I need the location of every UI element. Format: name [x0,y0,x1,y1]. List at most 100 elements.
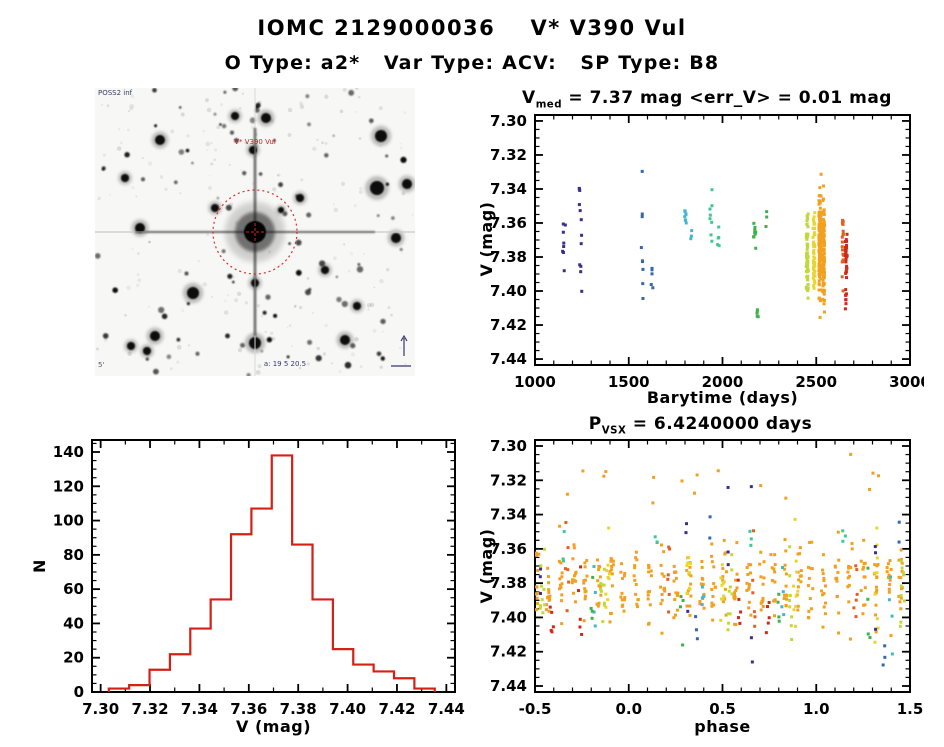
data-point [846,576,850,580]
data-point [811,276,815,280]
data-point [610,572,614,576]
data-point [822,229,826,233]
data-point [739,610,743,614]
data-point [538,591,542,595]
data-point [542,587,546,591]
data-point [633,578,637,582]
noise-dot [331,362,334,365]
noise-dot [332,203,335,206]
data-point [687,571,691,575]
data-point [810,567,814,571]
data-point [717,225,721,229]
data-point [887,573,891,577]
data-point [721,578,725,582]
data-point [708,515,712,519]
field-stars [94,85,407,378]
noise-dot [260,314,264,318]
data-point [765,215,769,219]
data-point [806,278,810,282]
data-point [623,596,627,600]
data-point [537,552,541,556]
noise-dot [359,186,363,191]
finder-target-label: V* V390 Vul [234,138,276,146]
data-point [874,590,878,594]
bright-star [121,174,129,182]
y-tick-label: 7.42 [490,316,527,334]
noise-dot [369,302,375,307]
bright-star [150,331,160,341]
data-point [710,204,714,208]
data-point [708,213,712,217]
data-point [759,608,763,612]
bright-star [340,335,350,345]
data-point [566,568,570,572]
noise-dot [350,352,356,357]
data-point [812,233,816,237]
data-point [817,242,821,246]
data-point [859,559,863,563]
data-point [734,589,738,593]
data-point [687,555,691,559]
data-point [709,233,713,237]
noise-dot [355,111,358,113]
data-point [622,598,626,602]
x-tick-label: 2500 [795,373,837,391]
noise-dot [227,294,230,297]
data-point [620,604,624,608]
phase-canvas: -0.5 0.0 0.5 1.0 1.5 7.30 7.32 7.34 7.36 7.38 7.40… [490,437,923,718]
compass [391,334,411,367]
noise-dot [228,163,231,166]
lightcurve-title-sub: med [535,99,563,111]
data-point [773,563,777,567]
data-point [846,570,850,574]
y-tick-label: 120 [53,477,84,495]
data-point [875,617,879,621]
noise-dot [390,313,393,317]
data-point [794,604,798,608]
noise-dot [186,134,190,138]
star [225,204,232,211]
data-point [841,252,845,256]
x-tick-label: 7.36 [230,700,267,718]
data-point [873,640,877,644]
data-point [660,598,664,602]
star [400,156,407,163]
data-point [770,578,774,582]
y-tick-label: 140 [53,443,84,461]
x-tick-label: 7.42 [378,700,415,718]
noise-dot [105,89,108,91]
star [219,123,222,126]
data-point [784,593,788,597]
data-point [724,570,728,574]
data-point [813,260,817,264]
noise-dot [206,149,209,152]
lightcurve-x-axis-label: Barytime (days) [646,388,799,407]
data-point [821,553,825,557]
data-point [890,652,894,656]
noise-dot [347,269,351,273]
data-point [822,255,826,259]
data-point [583,590,587,594]
star [265,294,271,300]
data-point [767,616,771,620]
data-point [790,615,794,619]
data-point [590,616,594,620]
data-point [641,267,645,271]
data-point [845,264,849,268]
finder-coords-label: a: 19 5 20.5 [263,360,307,368]
noise-dot [205,98,209,103]
y-tick-label: 20 [63,649,84,667]
photometry-aperture-circle [212,189,298,275]
data-point [824,601,828,605]
data-point [647,565,651,569]
data-point [841,529,845,533]
data-point [736,616,740,620]
data-point [849,565,853,569]
data-point [817,199,821,203]
data-point [716,243,720,247]
data-point [607,577,611,581]
data-point [651,501,655,505]
phase-x-axis-label: phase [694,717,751,736]
data-point [749,537,753,541]
data-point [840,245,844,249]
